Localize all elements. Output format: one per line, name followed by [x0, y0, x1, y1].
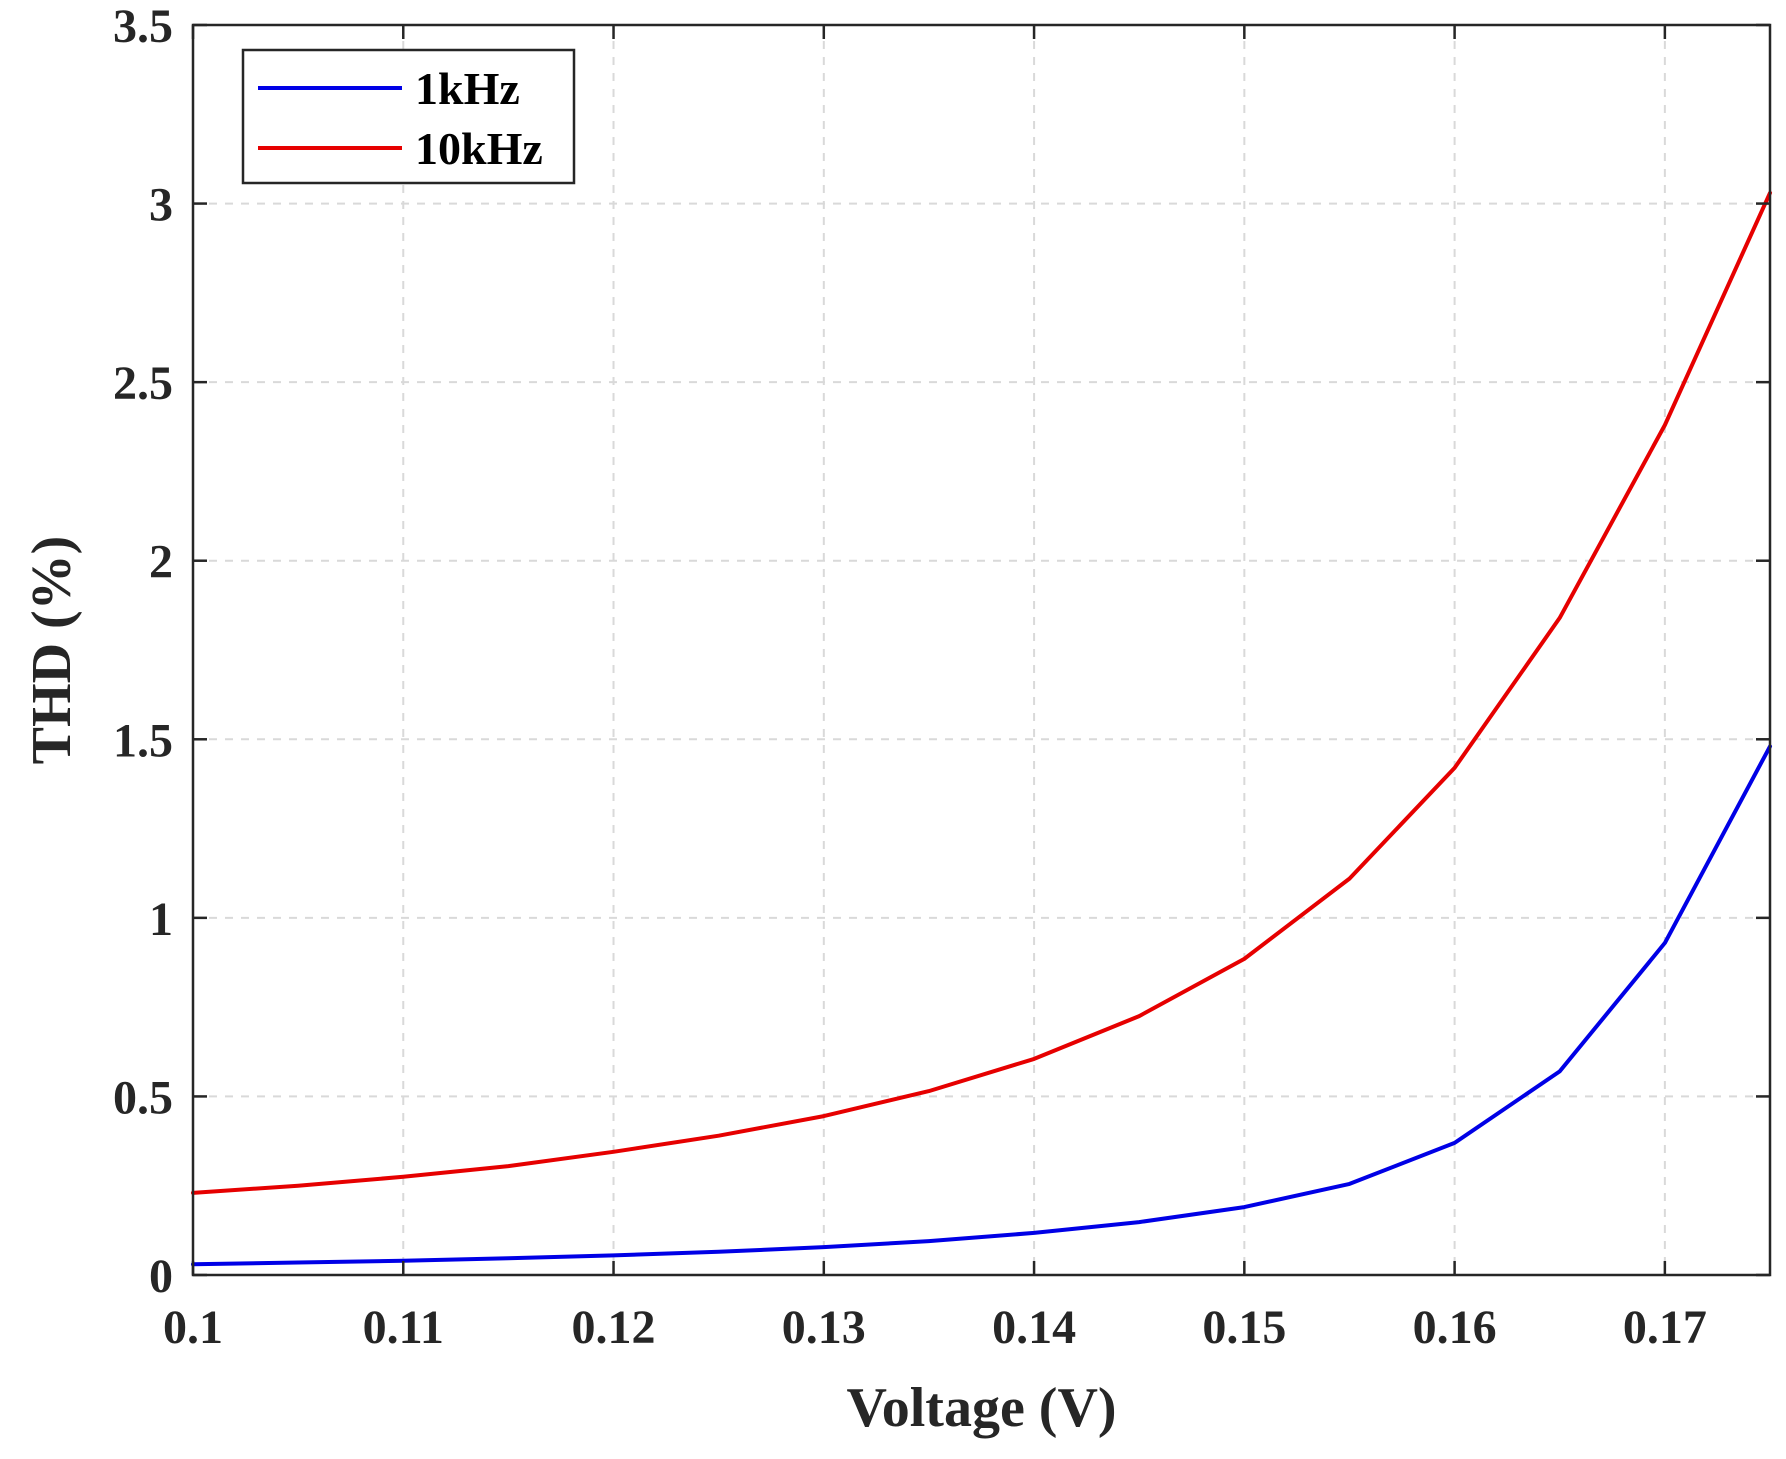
- legend-box: [241, 48, 576, 185]
- y-tick-label: 0: [149, 1250, 173, 1303]
- y-tick-label: 3: [149, 179, 173, 232]
- y-tick-label: 1: [149, 893, 173, 946]
- x-tick-label: 0.11: [363, 1301, 444, 1354]
- x-tick-label: 0.16: [1413, 1301, 1497, 1354]
- series-line-1kHz: [191, 744, 1772, 1267]
- y-tick-label: 3.5: [113, 0, 173, 53]
- y-tick-label: 2: [149, 536, 173, 589]
- x-tick-label: 0.14: [992, 1301, 1076, 1354]
- x-tick-label: 0.12: [572, 1301, 656, 1354]
- axes-frame: [191, 23, 1772, 1277]
- legend: 1kHz 10kHz: [241, 48, 576, 185]
- x-tick-labels: 0.1 0.11 0.12 0.13 0.14 0.15 0.16 0.17: [163, 1301, 1707, 1354]
- y-tick-label: 2.5: [113, 357, 173, 410]
- x-tick-label: 0.1: [163, 1301, 223, 1354]
- y-tick-label: 0.5: [113, 1071, 173, 1124]
- x-tick-label: 0.15: [1202, 1301, 1286, 1354]
- legend-label-1kHz: 1kHz: [415, 63, 520, 114]
- grid-lines: [192, 24, 1770, 1276]
- legend-label-10kHz: 10kHz: [415, 123, 543, 174]
- y-tick-labels: 0 0.5 1 1.5 2 2.5 3 3.5: [113, 0, 173, 1303]
- x-tick-label: 0.13: [782, 1301, 866, 1354]
- axis-ticks: [191, 23, 1770, 1277]
- x-tick-label: 0.17: [1623, 1301, 1707, 1354]
- y-tick-label: 1.5: [113, 714, 173, 767]
- data-series: [191, 190, 1772, 1267]
- y-axis-label: THD (%): [21, 536, 83, 765]
- series-line-10kHz: [191, 190, 1772, 1195]
- x-axis-label: Voltage (V): [846, 1377, 1116, 1439]
